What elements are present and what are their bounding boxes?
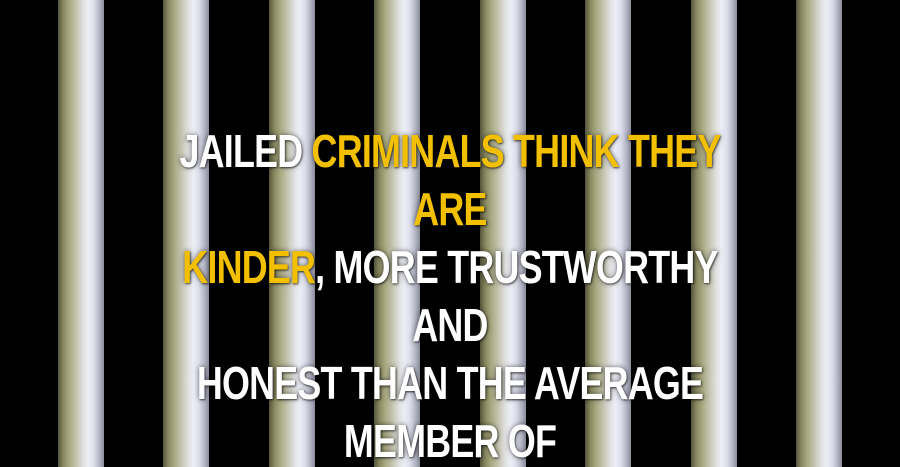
jail-bar — [374, 0, 420, 467]
fact-highlight: KINDER — [182, 241, 316, 293]
fact-text-segment: , MORE TRUSTWORTHY AND — [315, 241, 718, 351]
fact-text: JAILED CRIMINALS THINK THEY ARE KINDER, M… — [146, 122, 754, 467]
jail-bar — [163, 0, 209, 467]
jail-bar — [796, 0, 842, 467]
jail-bar — [691, 0, 737, 467]
jail-bar — [58, 0, 104, 467]
fact-text-segment: HONEST THAN THE AVERAGE MEMBER OF — [196, 357, 704, 467]
jail-bar — [480, 0, 526, 467]
fact-text-segment: JAILED — [179, 125, 312, 177]
jail-bar — [585, 0, 631, 467]
fact-highlight: CRIMINALS THINK THEY ARE — [311, 125, 722, 235]
jail-bar — [269, 0, 315, 467]
